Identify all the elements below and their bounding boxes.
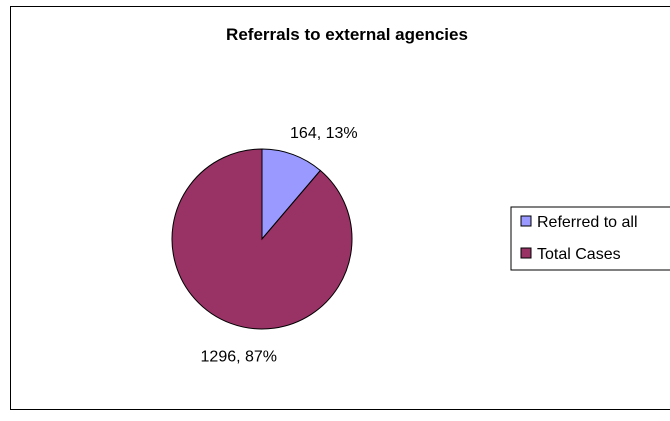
legend: Referred to all Total Cases	[510, 206, 670, 271]
legend-label-total-cases: Total Cases	[537, 246, 621, 263]
legend-swatch-total-cases	[520, 247, 532, 259]
pie-slice-referred	[261, 148, 322, 241]
chart-title: Referrals to external agencies	[226, 25, 468, 44]
data-label-referred: 164, 13%	[290, 125, 358, 142]
pie-slice-total-cases	[171, 148, 353, 330]
legend-box	[510, 206, 670, 271]
pie-slices	[171, 148, 353, 330]
legend-swatch-referred	[520, 215, 532, 227]
data-label-total-cases: 1296, 87%	[201, 349, 278, 366]
legend-label-referred: Referred to all	[537, 214, 638, 231]
